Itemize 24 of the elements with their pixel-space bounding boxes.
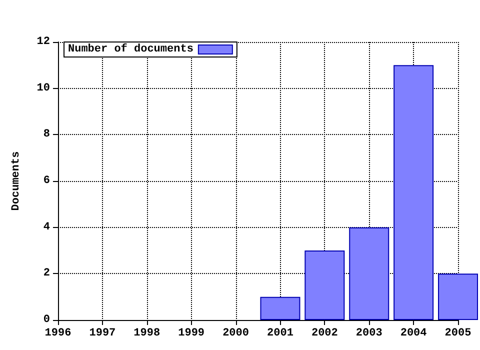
bar	[349, 227, 390, 320]
x-tick-label: 1998	[134, 328, 160, 340]
bar	[394, 65, 434, 320]
y-tick-label: 2	[43, 268, 50, 280]
x-tick-label: 2005	[444, 328, 472, 340]
y-tick-label: 12	[36, 36, 50, 48]
x-tick-label: 1997	[89, 328, 116, 340]
bar	[438, 274, 478, 320]
x-tick-label: 2001	[267, 328, 294, 340]
y-tick-label: 4	[43, 221, 50, 234]
x-tick-label: 2000	[222, 328, 249, 340]
x-tick-label: 2002	[311, 328, 338, 340]
bar	[260, 296, 300, 320]
y-axis-title: Documents	[10, 151, 22, 211]
bar	[304, 250, 345, 320]
x-tick-label: 1996	[44, 328, 72, 340]
legend-label: Number of documents	[68, 42, 194, 56]
y-tick-label: 8	[43, 128, 50, 141]
x-tick-label: 2003	[356, 328, 383, 340]
y-tick-label: 10	[36, 82, 50, 94]
x-tick-label: 2004	[400, 328, 428, 340]
y-tick-label: 6	[43, 175, 50, 187]
y-tick-label: 0	[43, 314, 50, 326]
x-tick-label: 1999	[178, 328, 205, 340]
